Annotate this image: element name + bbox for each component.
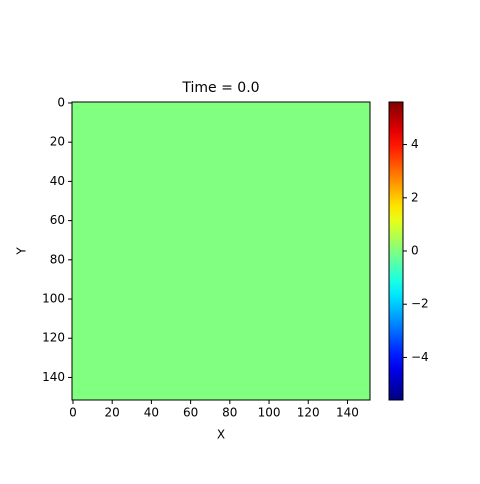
colorbar-tick-label: 4 bbox=[411, 137, 419, 151]
y-tick-label: 80 bbox=[50, 252, 65, 266]
colorbar-tick-label: 2 bbox=[411, 190, 419, 204]
colorbar-tick-label: −2 bbox=[411, 297, 429, 311]
y-tick-label: 100 bbox=[42, 292, 65, 306]
x-tick-label: 0 bbox=[69, 406, 77, 420]
x-tick-label: 20 bbox=[105, 406, 120, 420]
x-tick-label: 100 bbox=[258, 406, 281, 420]
chart-title: Time = 0.0 bbox=[181, 80, 259, 96]
x-axis-label: X bbox=[217, 428, 225, 442]
colorbar-tick-label: −4 bbox=[411, 350, 429, 364]
x-tick-label: 80 bbox=[222, 406, 237, 420]
x-tick-label: 40 bbox=[144, 406, 159, 420]
heatmap-cell bbox=[72, 102, 370, 400]
colorbar-tick-label: 0 bbox=[411, 244, 419, 258]
y-tick-label: 60 bbox=[50, 213, 65, 227]
plot-frame bbox=[71, 101, 371, 401]
y-tick-label: 20 bbox=[50, 135, 65, 149]
y-tick-label: 40 bbox=[50, 174, 65, 188]
x-tick-label: 120 bbox=[297, 406, 320, 420]
colorbar bbox=[388, 101, 404, 401]
y-axis-label: Y bbox=[15, 247, 29, 256]
y-tick-label: 140 bbox=[42, 370, 65, 384]
x-tick-label: 140 bbox=[336, 406, 359, 420]
x-tick-label: 60 bbox=[183, 406, 198, 420]
y-tick-label: 120 bbox=[42, 331, 65, 345]
y-tick-label: 0 bbox=[57, 95, 65, 109]
